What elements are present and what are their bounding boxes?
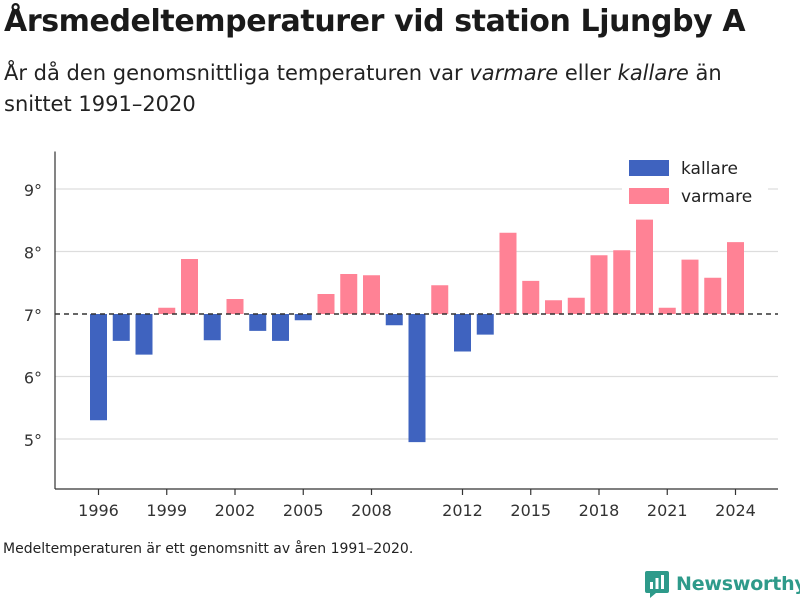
bar-2020 <box>636 219 653 314</box>
y-tick-label: 8° <box>24 244 42 263</box>
bar-2008 <box>363 275 380 314</box>
bar-2009 <box>385 314 403 326</box>
bar-2017 <box>567 297 585 314</box>
bar-1997 <box>112 314 130 341</box>
bar-2012 <box>454 314 471 352</box>
bar-2002 <box>226 299 244 314</box>
bar-2007 <box>340 274 358 314</box>
bar-2015 <box>522 280 540 314</box>
bar-2010 <box>408 314 426 443</box>
bar-2019 <box>613 250 631 314</box>
x-tick-label: 2021 <box>647 501 688 520</box>
x-tick-label: 2015 <box>510 501 551 520</box>
bar-2013 <box>476 314 494 335</box>
bar-2014 <box>499 232 517 314</box>
x-tick-label: 1996 <box>78 501 119 520</box>
bar-2018 <box>590 255 608 314</box>
bar-2005 <box>294 314 312 321</box>
x-tick-label: 2012 <box>442 501 483 520</box>
x-tick-label: 2008 <box>351 501 392 520</box>
bar-2024 <box>727 242 744 314</box>
legend-swatch-varmare <box>629 188 669 204</box>
bar-2022 <box>681 259 699 314</box>
y-tick-label: 6° <box>24 369 42 388</box>
x-tick-label: 1999 <box>146 501 187 520</box>
chart-subtitle: År då den genomsnittliga temperaturen va… <box>4 61 722 116</box>
chart-title: Årsmedeltemperaturer vid station Ljungby… <box>4 4 746 39</box>
bar-2023 <box>704 277 722 314</box>
bar-1999 <box>158 307 176 314</box>
legend-label-kallare: kallare <box>681 159 738 179</box>
newsworthy-logo-icon <box>645 571 669 598</box>
y-tick-label: 5° <box>24 431 42 450</box>
bar-1996 <box>90 314 107 421</box>
x-tick-label: 2024 <box>715 501 756 520</box>
x-tick-label: 2018 <box>579 501 620 520</box>
subtitle-emphasis-varmare: varmare <box>469 61 559 85</box>
x-tick-label: 2002 <box>215 501 256 520</box>
x-tick-label: 2005 <box>283 501 324 520</box>
y-tick-label: 9° <box>24 181 42 200</box>
chart-footnote: Medeltemperaturen är ett genomsnitt av å… <box>3 541 414 557</box>
brand-name: Newsworthy <box>676 573 800 595</box>
bar-2016 <box>545 300 562 314</box>
bar-1998 <box>135 314 153 355</box>
bar-2006 <box>317 294 335 314</box>
y-tick-label: 7° <box>24 306 42 325</box>
bar-2011 <box>431 285 449 314</box>
legend-label-varmare: varmare <box>681 187 752 207</box>
bar-2001 <box>203 314 221 341</box>
bar-2000 <box>181 259 198 314</box>
bar-chart: 5° 6° 7° 8° 9° 1996 1999 2002 2005 2008 2012 2015 20… <box>24 151 778 520</box>
bar-2021 <box>658 307 676 314</box>
brand-logo: Newsworthy <box>644 568 800 600</box>
bar-2003 <box>249 314 267 331</box>
bar-2004 <box>272 314 289 341</box>
legend-swatch-kallare <box>629 160 669 176</box>
subtitle-emphasis-kallare: kallare <box>617 61 689 85</box>
